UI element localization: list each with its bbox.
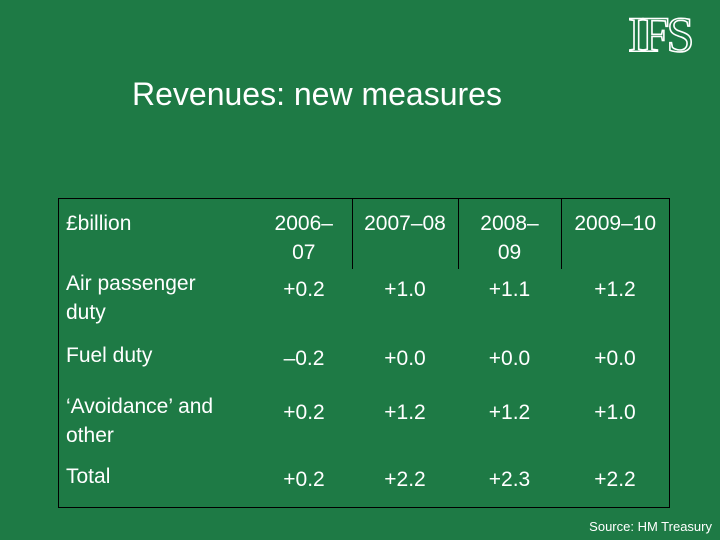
row-label: Total (66, 464, 111, 488)
table-header-row: £billion 2006– 07 2007–08 2008– 09 2009–10 (59, 198, 670, 269)
period-header: 2006– 07 (256, 198, 353, 269)
row-label: ‘Avoidance’ and other (59, 392, 257, 462)
table-cell: +0.2 (283, 467, 325, 491)
table-row: ‘Avoidance’ and other +0.2 +1.2 +1.2 +1.0 (59, 392, 670, 462)
table-cell: +0.2 (283, 400, 325, 424)
table-cell: +1.2 (488, 400, 531, 424)
period-header: 2007–08 (352, 198, 459, 269)
row-label-line1: ‘Avoidance’ and (66, 394, 214, 418)
row-label-line2: other (66, 423, 114, 447)
period-line1: 2008– (480, 212, 539, 235)
row-label-line2: duty (66, 300, 106, 324)
revenue-measures-table: £billion 2006– 07 2007–08 2008– 09 2009–10… (58, 198, 670, 508)
period-line2: 07 (292, 241, 316, 264)
table-row: Fuel duty –0.2 +0.0 +0.0 +0.0 (59, 341, 670, 392)
row-label-line1: Air passenger (66, 271, 196, 295)
period-line2: 09 (497, 241, 522, 264)
table-cell: +0.0 (594, 346, 636, 370)
period-line1: 2007–08 (364, 212, 446, 235)
table-cell: +2.2 (384, 467, 426, 491)
table-cell: +1.0 (384, 277, 426, 301)
table-cell: –0.2 (283, 346, 325, 370)
period-header: 2009–10 (561, 199, 670, 269)
table-cell: +0.0 (488, 346, 531, 370)
table-cell: +1.0 (594, 400, 636, 424)
table-row: Air passenger duty +0.2 +1.0 +1.1 +1.2 (59, 269, 670, 341)
period-line1: 2006– (274, 212, 333, 235)
unit-label: £billion (66, 212, 132, 235)
table-cell: +1.2 (594, 277, 636, 301)
table-cell: +1.2 (384, 400, 426, 424)
slide-title: Revenues: new measures (132, 76, 502, 112)
table-cell: +1.1 (488, 277, 531, 301)
row-label: Air passenger duty (59, 269, 257, 341)
table-cell: +0.0 (384, 346, 426, 370)
period-line1: 2009–10 (574, 212, 657, 235)
source-note: Source: HM Treasury (589, 519, 712, 534)
row-label: Fuel duty (66, 343, 153, 367)
table-cell: +0.2 (283, 277, 325, 301)
table-cell: +2.3 (488, 467, 531, 491)
table-row-total: Total +0.2 +2.2 +2.3 +2.2 (59, 462, 670, 508)
ifs-logo: IFS (627, 6, 695, 62)
period-header: 2008– 09 (458, 198, 562, 269)
table-cell: +2.2 (594, 467, 636, 491)
